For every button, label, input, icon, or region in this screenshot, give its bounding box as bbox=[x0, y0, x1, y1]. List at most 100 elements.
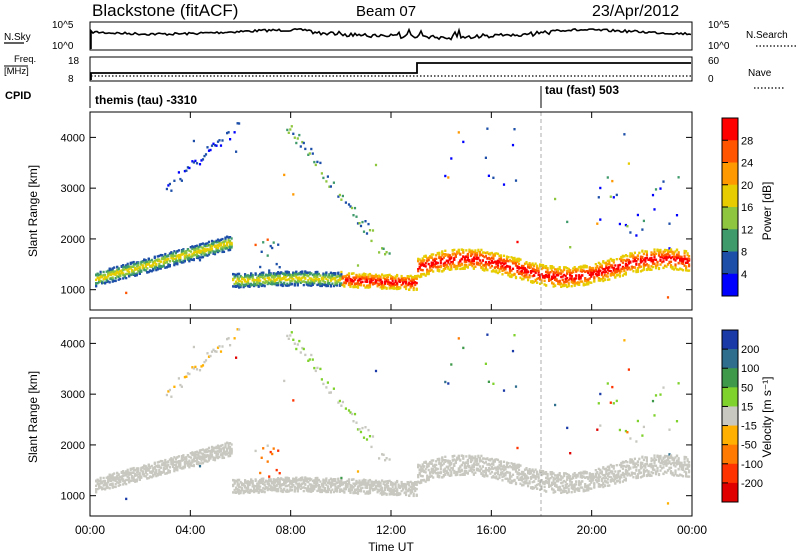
power-cell bbox=[147, 258, 150, 261]
power-cell bbox=[334, 283, 337, 287]
velocity-cell bbox=[114, 485, 117, 489]
velocity-cell bbox=[277, 449, 280, 452]
power-cell bbox=[114, 279, 117, 283]
velocity-cell bbox=[310, 353, 313, 357]
velocity-cell bbox=[378, 480, 381, 484]
power-cell bbox=[606, 263, 609, 266]
velocity-cell bbox=[272, 482, 275, 485]
velocity-cell bbox=[182, 458, 185, 462]
velocity-cell bbox=[198, 455, 202, 458]
power-cell bbox=[415, 281, 418, 285]
velocity-cell bbox=[147, 469, 150, 472]
velocity-cell bbox=[466, 462, 469, 465]
power-cell bbox=[329, 271, 332, 274]
velocity-cell bbox=[147, 464, 150, 467]
velocity-cell bbox=[197, 460, 200, 464]
power-cell bbox=[337, 195, 340, 198]
velocity-cell bbox=[489, 458, 492, 461]
power-cell bbox=[451, 252, 454, 255]
power-cell bbox=[325, 180, 328, 183]
velocity-cell bbox=[495, 477, 498, 480]
velocity-cell bbox=[490, 457, 493, 461]
power-cell bbox=[359, 283, 363, 286]
power-cell bbox=[609, 195, 612, 198]
power-cell bbox=[581, 265, 584, 269]
power-cell bbox=[543, 265, 546, 268]
velocity-cell bbox=[469, 460, 472, 464]
power-cell bbox=[347, 283, 351, 287]
velocity-cell bbox=[125, 470, 128, 473]
velocity-cell bbox=[323, 479, 326, 482]
velocity-cell bbox=[423, 469, 426, 473]
power-cell bbox=[651, 193, 655, 197]
velocity-cell bbox=[174, 464, 177, 468]
velocity-cell bbox=[353, 488, 357, 492]
power-colorbar-swatch-3 bbox=[722, 184, 738, 208]
velocity-cell bbox=[140, 469, 143, 472]
power-cell bbox=[206, 242, 209, 245]
power-cell bbox=[177, 254, 180, 257]
power-cell bbox=[359, 277, 363, 281]
power-cell bbox=[140, 263, 143, 266]
velocity-cell bbox=[284, 479, 287, 483]
power-cell bbox=[554, 271, 557, 274]
power-cell bbox=[316, 270, 319, 274]
power-cell bbox=[340, 274, 343, 277]
power-cell bbox=[519, 258, 522, 261]
velocity-cell bbox=[484, 362, 487, 365]
power-cell bbox=[229, 138, 232, 141]
velocity-cell bbox=[206, 448, 209, 451]
velocity-cell bbox=[411, 481, 414, 485]
power-cell bbox=[536, 266, 539, 270]
power-cell bbox=[590, 269, 593, 272]
power-cell bbox=[424, 255, 427, 258]
power-cell bbox=[221, 241, 224, 244]
power-cell bbox=[522, 267, 525, 270]
power-cell bbox=[650, 251, 653, 254]
power-cell bbox=[653, 258, 656, 261]
power-cell bbox=[341, 194, 344, 198]
velocity-cell bbox=[107, 478, 110, 481]
velocity-cell bbox=[266, 482, 269, 486]
velocity-cell bbox=[307, 485, 310, 488]
power-cell bbox=[669, 260, 673, 263]
power-cell bbox=[480, 266, 483, 269]
velocity-cell bbox=[430, 468, 433, 472]
power-cell bbox=[326, 283, 329, 286]
velocity-cell bbox=[390, 490, 393, 493]
velocity-cell bbox=[460, 473, 463, 476]
power-cell bbox=[162, 257, 165, 260]
power-cell bbox=[621, 261, 624, 264]
power-cell bbox=[108, 267, 111, 270]
velocity-cell bbox=[316, 481, 319, 484]
power-cell bbox=[623, 267, 626, 270]
power-cell bbox=[108, 271, 111, 274]
freq-panel-frame bbox=[89, 56, 693, 82]
velocity-cell bbox=[247, 482, 250, 485]
power-cell bbox=[454, 253, 457, 256]
power-cell bbox=[281, 284, 284, 288]
velocity-cell bbox=[213, 458, 217, 462]
power-cell bbox=[180, 250, 183, 253]
power-cell bbox=[644, 250, 647, 253]
power-cell bbox=[453, 265, 456, 269]
power-cell bbox=[450, 261, 453, 264]
velocity-cell bbox=[138, 474, 141, 477]
velocity-cell bbox=[215, 451, 218, 454]
power-cell bbox=[317, 283, 320, 286]
velocity-cell bbox=[210, 455, 214, 458]
power-cell bbox=[539, 282, 542, 285]
velocity-cell bbox=[411, 487, 414, 490]
power-cell bbox=[647, 268, 650, 271]
velocity-cell bbox=[224, 444, 227, 448]
power-cell bbox=[612, 261, 615, 264]
velocity-cell bbox=[388, 490, 391, 493]
velocity-cell bbox=[192, 458, 195, 461]
power-cell bbox=[140, 270, 143, 273]
power-cell bbox=[618, 270, 621, 274]
velocity-cell bbox=[403, 484, 406, 487]
power-cell bbox=[192, 254, 195, 257]
power-cell bbox=[110, 277, 113, 281]
power-cell bbox=[238, 122, 241, 125]
power-cell bbox=[651, 261, 655, 265]
